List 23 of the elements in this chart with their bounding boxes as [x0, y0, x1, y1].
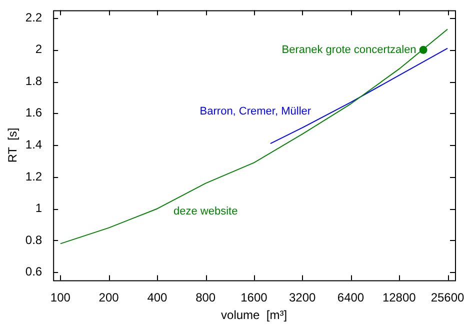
x-tick-label: 1600: [240, 290, 268, 305]
x-axis-title: volume [m³]: [221, 308, 288, 322]
y-axis-title: RT [s]: [6, 128, 20, 163]
y-tick-label: 0.8: [25, 232, 42, 247]
series-label: deze website: [173, 205, 238, 218]
x-tick-label: 100: [50, 290, 71, 305]
y-tick-label: 2: [35, 42, 42, 56]
x-tick-label: 25600: [430, 290, 465, 305]
y-tick-label: 1.8: [25, 74, 42, 88]
x-tick-label: 12800: [382, 290, 416, 305]
x-tick-label: 200: [98, 290, 120, 305]
x-tick-label: 800: [196, 290, 216, 305]
x-tick-label: 400: [147, 290, 168, 305]
y-tick-label: 1.2: [25, 169, 42, 184]
y-tick-label: 1.6: [25, 106, 42, 120]
x-tick-label: 6400: [337, 290, 364, 305]
series-label: Beranek grote concertzalen: [282, 44, 416, 56]
y-tick-label: 2.2: [25, 10, 42, 24]
x-tick-label: 3200: [289, 290, 316, 305]
series-label: Barron, Cremer, Müller: [200, 106, 312, 118]
y-tick-label: 0.6: [25, 264, 42, 279]
y-tick-label: 1.4: [25, 138, 42, 152]
y-tick-label: 1: [35, 201, 42, 216]
